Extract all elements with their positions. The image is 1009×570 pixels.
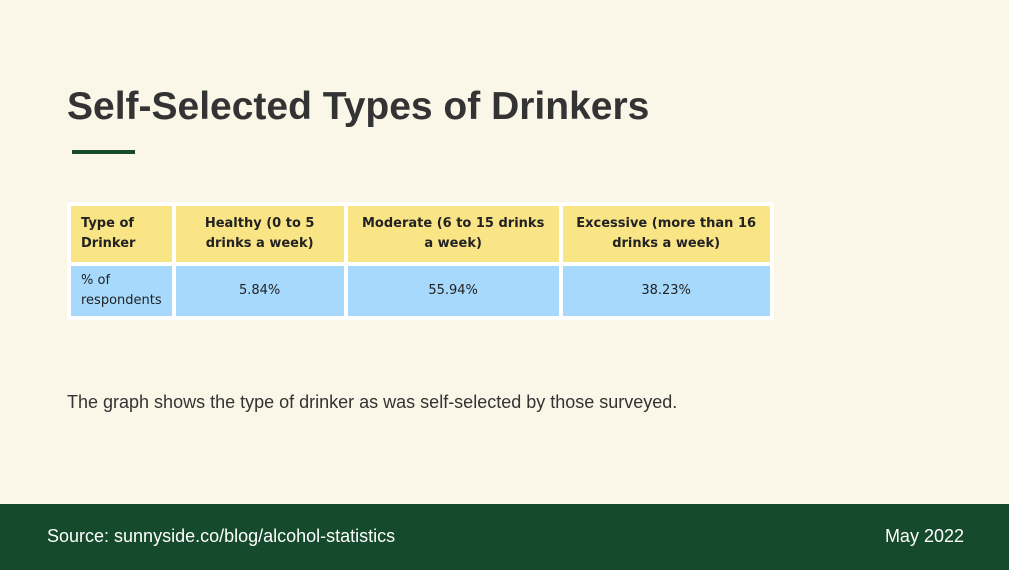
footer-date: May 2022 xyxy=(884,526,964,546)
table-header-cell: Moderate (6 to 15 drinks a week) xyxy=(347,206,559,262)
table-header-cell: Healthy (0 to 5 drinks a week) xyxy=(175,206,344,262)
table-cell: 38.23% xyxy=(562,266,770,316)
slide-title: Self-Selected Types of Drinkers xyxy=(67,85,650,128)
footer-bar: Source: sunnyside.co/blog/alcohol-statis… xyxy=(0,504,1009,570)
table-cell: 5.84% xyxy=(175,266,344,316)
footer-source: Source: sunnyside.co/blog/alcohol-statis… xyxy=(47,526,396,546)
title-underline xyxy=(72,150,135,154)
table-header-row: Type of Drinker Healthy (0 to 5 drinks a… xyxy=(71,206,770,262)
table-cell: 55.94% xyxy=(347,266,559,316)
table-row: % of respondents 5.84% 55.94% 38.23% xyxy=(71,266,770,316)
table-row-label: % of respondents xyxy=(71,266,172,316)
drinker-types-table: Type of Drinker Healthy (0 to 5 drinks a… xyxy=(67,202,774,320)
slide-description: The graph shows the type of drinker as w… xyxy=(67,392,678,412)
table-header-cell: Excessive (more than 16 drinks a week) xyxy=(562,206,770,262)
table-header-cell: Type of Drinker xyxy=(71,206,172,262)
